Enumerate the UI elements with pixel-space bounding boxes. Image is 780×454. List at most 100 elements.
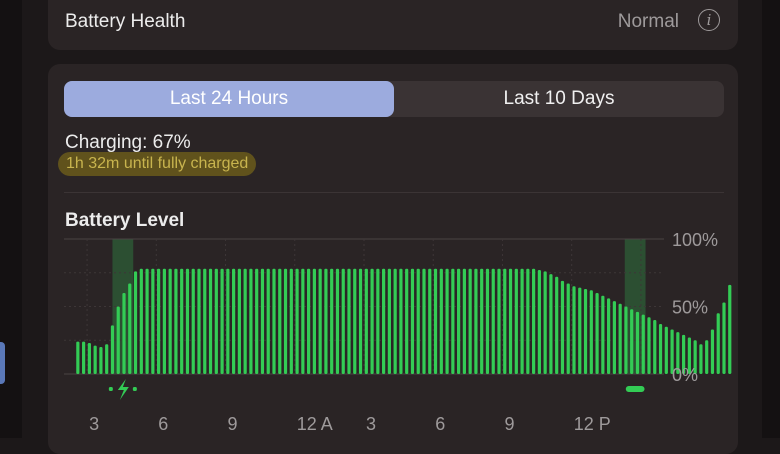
battery-bar <box>428 268 432 374</box>
battery-bar <box>249 268 253 374</box>
section-divider <box>64 192 724 193</box>
battery-bar <box>191 268 195 374</box>
battery-bar <box>624 306 628 374</box>
battery-bar <box>93 345 97 374</box>
battery-bar <box>710 329 715 374</box>
battery-level-title: Battery Level <box>65 210 185 231</box>
battery-bar <box>312 268 316 374</box>
battery-bar <box>457 268 461 374</box>
battery-bar <box>393 268 397 374</box>
battery-bar <box>422 268 426 374</box>
battery-bar <box>226 268 230 374</box>
battery-usage-card: Last 24 Hours Last 10 Days Charging: 67%… <box>48 64 738 454</box>
battery-bar <box>647 317 651 374</box>
battery-bar <box>532 268 536 374</box>
battery-bar <box>307 268 311 374</box>
sidebar-selection-indicator <box>0 342 5 384</box>
battery-bar <box>128 283 132 374</box>
tab-last-24-hours[interactable]: Last 24 Hours <box>64 81 394 117</box>
battery-bar <box>462 268 466 374</box>
battery-bar <box>618 303 622 374</box>
battery-bar <box>272 268 276 374</box>
time-range-segmented-control: Last 24 Hours Last 10 Days <box>64 81 724 117</box>
x-tick-label: 9 <box>228 414 238 434</box>
battery-bar <box>168 268 172 374</box>
battery-bar <box>76 341 80 374</box>
battery-bar <box>607 298 611 374</box>
battery-bar <box>157 268 161 374</box>
battery-bar <box>526 268 530 374</box>
battery-bar <box>185 268 190 374</box>
y-tick-label: 100% <box>672 230 718 250</box>
battery-bar <box>220 268 224 374</box>
battery-bar <box>451 268 455 374</box>
battery-bar <box>664 326 668 374</box>
battery-bar <box>728 284 732 374</box>
battery-bar <box>133 271 138 374</box>
battery-health-label: Battery Health <box>65 11 186 32</box>
charging-status: Charging: 67% <box>65 132 191 153</box>
battery-bar <box>693 340 697 374</box>
battery-bar <box>682 334 686 374</box>
battery-bar <box>347 268 351 374</box>
battery-bar <box>87 342 91 374</box>
battery-bar <box>474 268 478 374</box>
battery-bar <box>503 268 507 374</box>
battery-bar <box>433 268 438 374</box>
battery-bar <box>335 268 340 374</box>
battery-bar <box>635 311 640 374</box>
window-left-edge <box>0 0 22 438</box>
battery-bar <box>99 347 103 374</box>
battery-bar <box>139 268 143 374</box>
battery-bar <box>255 268 259 374</box>
battery-bar <box>370 268 374 374</box>
battery-bar <box>289 268 293 374</box>
battery-bar <box>480 268 484 374</box>
battery-bar <box>237 268 241 374</box>
battery-bar <box>716 313 720 374</box>
battery-bar <box>318 268 322 374</box>
battery-health-value: Normal <box>617 11 679 32</box>
battery-bar <box>382 268 386 374</box>
battery-bar <box>630 309 634 374</box>
battery-bar <box>353 268 357 374</box>
battery-bar <box>612 301 616 374</box>
battery-bar <box>208 268 213 374</box>
battery-bar <box>358 268 363 374</box>
battery-bar <box>260 268 265 374</box>
battery-bar <box>589 290 593 374</box>
time-until-full: 1h 32m until fully charged <box>58 152 257 176</box>
battery-bar <box>566 283 570 374</box>
battery-bar <box>295 268 299 374</box>
x-tick-label: 9 <box>504 414 514 434</box>
battery-bar <box>572 286 576 374</box>
tab-last-10-days[interactable]: Last 10 Days <box>503 88 615 109</box>
battery-bar <box>197 268 201 374</box>
battery-bar <box>416 268 420 374</box>
battery-bar <box>151 268 155 374</box>
battery-bar <box>341 268 345 374</box>
battery-bar <box>543 271 547 374</box>
battery-bar <box>301 268 305 374</box>
battery-bar <box>214 268 218 374</box>
battery-bar <box>364 268 368 374</box>
battery-level-chart: 100% 50% 0% 3 6 9 12 A 3 6 9 12 P <box>64 230 732 434</box>
battery-bar <box>595 293 599 374</box>
battery-bar <box>658 324 663 374</box>
x-tick-label: 6 <box>158 414 168 434</box>
info-icon[interactable]: i <box>698 9 720 31</box>
battery-bar <box>491 268 495 374</box>
battery-bar <box>82 341 86 374</box>
battery-bar <box>578 287 582 374</box>
x-tick-label: 12 A <box>297 414 333 434</box>
charging-dot <box>108 387 113 391</box>
battery-bar <box>405 268 409 374</box>
lightning-bolt-icon <box>117 379 129 400</box>
battery-bar <box>278 268 282 374</box>
battery-bar <box>537 270 541 374</box>
battery-bar <box>520 268 524 374</box>
charging-bar-icon <box>625 386 645 392</box>
x-tick-label: 3 <box>89 414 99 434</box>
battery-bar <box>514 268 518 374</box>
battery-bar <box>110 325 115 374</box>
